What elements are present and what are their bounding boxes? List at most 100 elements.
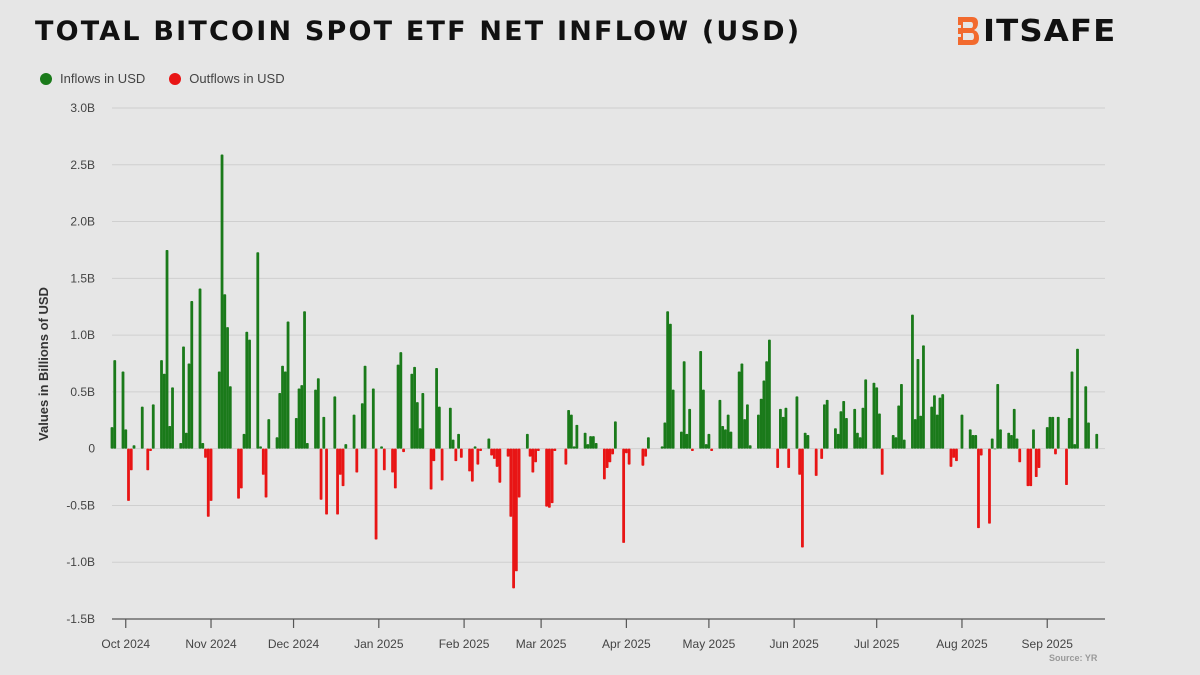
inflow-bar [996,383,1000,449]
inflow-bar [685,433,689,449]
outflow-bar [776,448,780,468]
outflow-bar [338,448,342,475]
inflow-bar [853,408,857,449]
legend-label-inflows: Inflows in USD [60,71,146,86]
inflow-bar [525,433,529,449]
outflow-bar [988,448,991,524]
outflow-bar [880,448,884,475]
outflow-bar [952,448,956,458]
inflow-bar [415,402,419,449]
legend-swatch-outflows [169,72,182,85]
outflow-bar [528,448,532,457]
outflow-bar [534,448,538,463]
outflow-bar [393,448,397,489]
inflow-bar [900,383,903,449]
outflow-bar [545,448,549,507]
legend-item-outflows[interactable]: Outflows in USD [169,71,285,86]
inflow-bar [171,387,174,449]
inflow-bar [933,395,936,449]
inflow-bar [168,425,172,449]
outflow-bar [209,448,213,501]
inflow-bar [1056,416,1060,449]
outflow-bar [553,448,557,451]
inflow-bar [806,435,810,449]
inflow-bar [743,419,747,449]
inflow-bar [275,437,279,449]
chart-title: TOTAL BITCOIN SPOT ETF NET INFLOW (USD) [35,16,802,47]
inflow-bar [278,393,282,449]
inflow-bar [721,425,725,449]
inflow-bar [781,416,785,449]
inflow-bar [448,407,452,449]
outflow-bar [440,448,444,481]
inflow-bar [726,414,730,449]
inflow-bar [371,388,375,449]
outflow-bar [690,448,694,451]
inflow-bar [198,288,202,449]
inflow-bar [352,414,356,449]
y-tick-label: 2.0B [70,215,95,229]
outflow-bar [336,448,339,515]
inflow-bar [701,389,705,449]
y-tick-label: 2.5B [70,158,95,172]
outflow-bar [602,448,606,480]
inflow-bar [968,429,972,449]
inflow-bar [845,418,848,449]
outflow-bar [1026,448,1030,487]
inflow-bar [834,428,837,449]
inflow-bar [217,371,221,449]
inflow-bar [435,368,438,449]
inflow-bar [803,432,807,449]
inflow-bar [993,448,997,450]
y-tick-label: 0.5B [70,385,95,399]
inflow-bar [864,379,868,449]
inflow-bar [583,432,587,449]
inflow-bar [187,363,191,449]
outflow-bar [498,448,502,483]
inflow-bar [1051,416,1055,449]
inflow-bar [396,364,400,449]
outflow-bar [564,448,568,465]
inflow-bar [410,373,414,449]
inflow-bar [836,433,840,449]
inflow-bar [729,431,733,449]
inflow-bar [242,433,246,449]
inflow-bar [1015,438,1019,449]
inflow-bar [935,414,939,449]
bitsafe-logo: ITSAFE [955,14,1115,49]
inflow-bar [457,433,460,449]
outflow-bar [517,448,521,498]
outflow-bar [1054,448,1057,455]
inflow-bar [1073,444,1077,449]
inflow-bar [707,433,711,449]
y-tick-label: -1.5B [66,612,95,626]
inflow-bar [724,429,727,449]
outflow-bar [627,448,631,465]
inflow-bar [1076,348,1079,449]
outflow-bar [979,448,983,456]
inflow-bar [567,410,571,449]
inflow-bar [589,436,593,449]
inflow-bar [891,435,895,449]
inflow-bar [1012,408,1016,449]
outflow-bar [261,448,265,475]
inflow-bar [220,154,224,449]
inflow-bar [878,413,881,449]
inflow-bar [594,442,598,449]
inflow-bar [938,397,942,449]
inflow-bar [190,301,194,449]
x-tick-label: Oct 2024 [101,637,150,651]
chart-legend: Inflows in USD Outflows in USD [40,71,309,86]
outflow-bar [432,448,436,462]
inflow-bar [757,414,760,449]
inflow-bar [990,438,994,449]
inflow-bar [856,432,859,449]
inflow-bar [160,360,163,449]
inflow-bar [765,361,769,449]
x-tick-label: Jan 2025 [354,637,404,651]
legend-item-inflows[interactable]: Inflows in USD [40,71,145,86]
inflow-bar [322,416,326,449]
outflow-bar [492,448,496,459]
inflow-bar [668,323,672,449]
inflow-bar [759,398,763,449]
